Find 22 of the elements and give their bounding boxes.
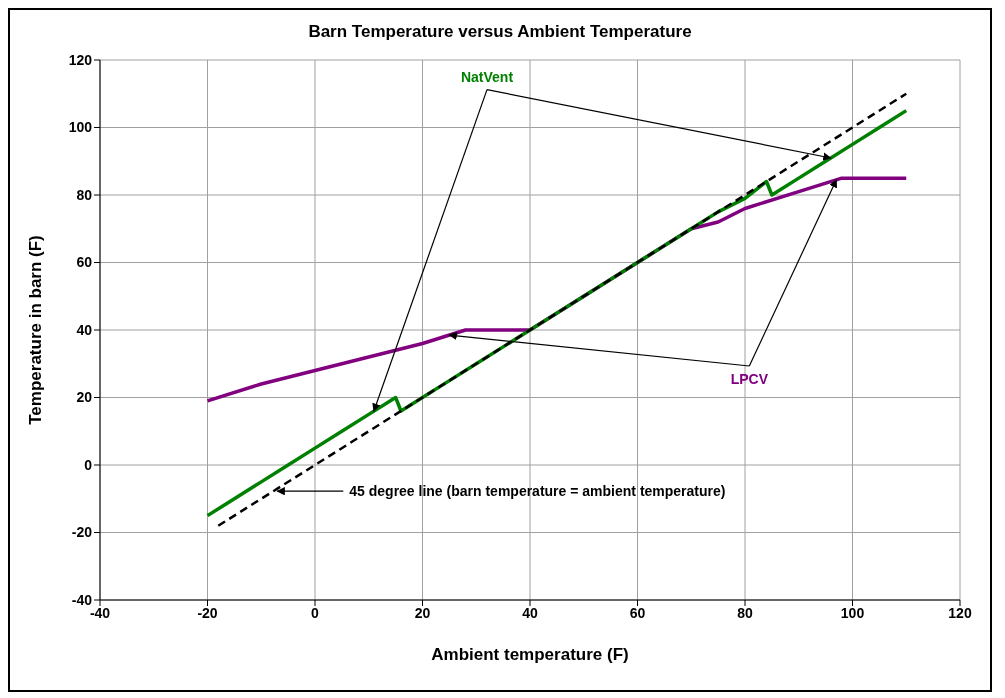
x-tick-label: 60 <box>629 604 646 621</box>
x-tick-label: 20 <box>414 604 431 621</box>
x-axis-title: Ambient temperature (F) <box>431 645 629 664</box>
y-tick-label: 80 <box>76 186 93 203</box>
x-tick-label: 40 <box>522 604 538 621</box>
y-tick-label: -20 <box>71 524 93 541</box>
y-tick-label: 0 <box>84 456 93 473</box>
text: LPCV <box>730 371 769 387</box>
x-tick-label: 100 <box>840 604 865 621</box>
x-tick-label: 0 <box>311 604 320 621</box>
y-tick-label: 40 <box>76 321 93 338</box>
x-tick-label: 80 <box>737 604 753 621</box>
chart-title: Barn Temperature versus Ambient Temperature <box>307 22 693 42</box>
y-tick-label: 60 <box>76 254 93 271</box>
text: NatVent <box>460 68 514 85</box>
y-tick-label: 100 <box>68 119 93 136</box>
x-tick-label: -20 <box>197 604 218 621</box>
y-tick-label: 120 <box>68 51 93 68</box>
y-axis-title: Temperature in barn (F) <box>26 235 46 425</box>
x-tick-label: 120 <box>948 604 972 621</box>
y-tick-label: 20 <box>76 389 93 406</box>
annotation: 45 degree line (barn temperature = ambient temperature) <box>349 483 726 500</box>
